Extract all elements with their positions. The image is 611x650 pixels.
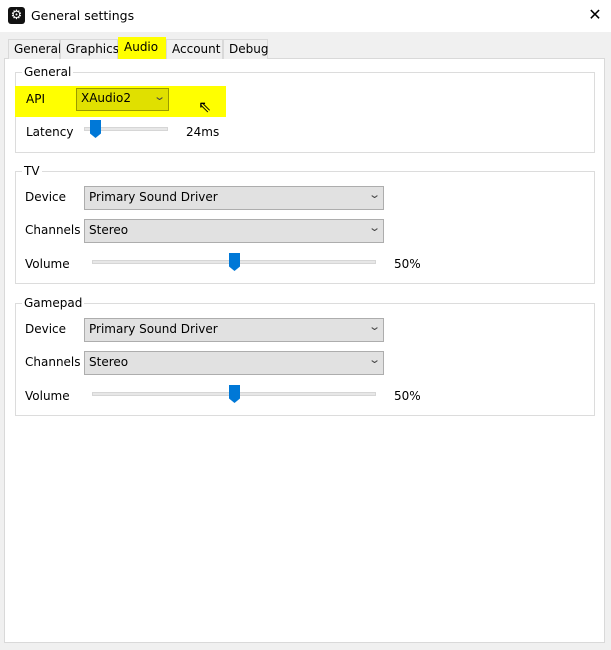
gear-icon: ⚙ xyxy=(8,7,25,24)
gamepad-device-label: Device xyxy=(25,322,67,336)
tv-volume-label: Volume xyxy=(25,257,70,271)
tv-group xyxy=(15,171,595,284)
cursor-icon: ⇖ xyxy=(198,97,212,116)
tab-pane xyxy=(4,58,605,643)
tv-channels-dropdown[interactable]: Stereo ⌄ xyxy=(84,219,384,243)
tab-account[interactable]: Account xyxy=(166,39,223,59)
chevron-down-icon: ⌄ xyxy=(367,188,381,201)
gamepad-device-value: Primary Sound Driver xyxy=(89,322,218,336)
tab-general[interactable]: General xyxy=(8,39,61,59)
gamepad-volume-label: Volume xyxy=(25,389,70,403)
api-label: API xyxy=(26,92,45,106)
tv-device-label: Device xyxy=(25,190,67,204)
latency-slider[interactable] xyxy=(84,127,168,131)
api-dropdown[interactable]: XAudio2 ⌄ xyxy=(76,88,169,111)
gamepad-channels-dropdown[interactable]: Stereo ⌄ xyxy=(84,351,384,375)
gamepad-device-dropdown[interactable]: Primary Sound Driver ⌄ xyxy=(84,318,384,342)
tv-volume-thumb[interactable] xyxy=(229,253,240,271)
tv-channels-value: Stereo xyxy=(89,223,129,237)
tab-debug[interactable]: Debug xyxy=(223,39,268,59)
close-icon[interactable]: ✕ xyxy=(588,5,602,24)
gamepad-channels-value: Stereo xyxy=(89,355,129,369)
chevron-down-icon: ⌄ xyxy=(152,90,166,103)
chevron-down-icon: ⌄ xyxy=(367,221,381,234)
latency-label: Latency xyxy=(26,125,74,139)
gamepad-group xyxy=(15,303,595,416)
tv-channels-label: Channels xyxy=(25,223,81,237)
latency-value: 24ms xyxy=(186,125,220,139)
general-group-title: General xyxy=(22,65,74,79)
gamepad-volume-thumb[interactable] xyxy=(229,385,240,403)
chevron-down-icon: ⌄ xyxy=(367,353,381,366)
tab-audio[interactable]: Audio xyxy=(118,37,166,59)
tv-volume-value: 50% xyxy=(394,257,421,271)
tv-device-dropdown[interactable]: Primary Sound Driver ⌄ xyxy=(84,186,384,210)
api-value: XAudio2 xyxy=(81,91,131,105)
latency-slider-thumb[interactable] xyxy=(90,120,101,138)
title-bar: ⚙ General settings ✕ xyxy=(0,0,611,32)
gamepad-volume-value: 50% xyxy=(394,389,421,403)
tv-device-value: Primary Sound Driver xyxy=(89,190,218,204)
tab-graphics[interactable]: Graphics xyxy=(60,39,119,59)
tv-group-title: TV xyxy=(22,164,42,178)
chevron-down-icon: ⌄ xyxy=(367,320,381,333)
gamepad-group-title: Gamepad xyxy=(22,296,85,310)
gamepad-channels-label: Channels xyxy=(25,355,81,369)
window-title: General settings xyxy=(31,8,135,23)
